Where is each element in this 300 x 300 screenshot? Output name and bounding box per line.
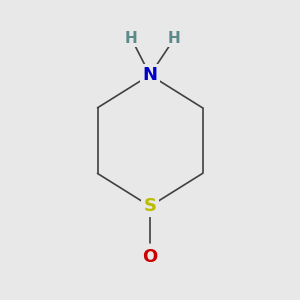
Text: N: N [142, 66, 158, 84]
Text: O: O [142, 248, 158, 266]
Text: H: H [125, 31, 138, 46]
Text: H: H [168, 31, 181, 46]
Text: S: S [143, 197, 157, 215]
